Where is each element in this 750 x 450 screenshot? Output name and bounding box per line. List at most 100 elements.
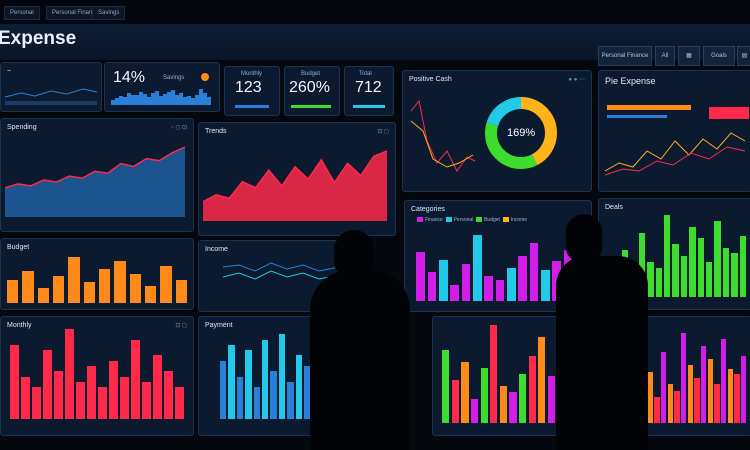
chart-bar: [207, 97, 211, 105]
chart-bar: [187, 96, 191, 105]
stacked-panel: [640, 316, 750, 436]
kpi-monthly: Monthly 123: [224, 66, 280, 116]
positive-cash-chart: [410, 99, 476, 172]
chart-bar: [159, 95, 163, 105]
chart-bar: [689, 226, 696, 297]
chart-bar: [37, 287, 50, 303]
panel-title: Budget: [7, 244, 30, 251]
chart-bar: [127, 93, 131, 105]
chart-bar: [473, 235, 482, 301]
chart-bar: [714, 220, 721, 297]
mini-line-chart: [4, 88, 98, 105]
chart-bar: [253, 387, 260, 419]
stacked-bar-chart: [647, 333, 747, 423]
budget-bar-chart: [5, 257, 189, 303]
top-bar: Personal Personal Finance Savings: [0, 0, 750, 24]
chart-bar: [10, 344, 19, 419]
chart-bar: [654, 397, 660, 423]
chart-bar: [123, 97, 127, 105]
pie-expense-panel: Pie Expense: [598, 70, 750, 192]
chart-bar: [68, 257, 80, 303]
kpi-progress: [291, 105, 331, 108]
panel-title: Pie Expense: [605, 76, 656, 86]
chart-bar: [541, 269, 550, 301]
kpi-value: 260%: [289, 79, 330, 96]
chart-bar: [529, 243, 539, 301]
chart-bar: [731, 252, 738, 297]
chart-bar: [65, 329, 74, 419]
panel-tools[interactable]: ⊡ ◻: [377, 129, 389, 135]
deals-panel: Deals: [598, 198, 750, 310]
tab-savings[interactable]: Savings: [92, 6, 126, 20]
chart-bar: [129, 273, 142, 303]
chart-bar: [191, 97, 195, 105]
person-silhouette: [310, 270, 410, 450]
legend: Finance Personal Budget Income: [417, 217, 527, 223]
chart-bar: [83, 281, 96, 303]
kpi-bar-chart: [111, 89, 211, 105]
chart-bar: [518, 255, 527, 301]
panel-title: ~: [7, 68, 12, 75]
chart-bar: [142, 381, 151, 419]
panel-tools[interactable]: ● ● ⋯: [568, 77, 585, 83]
chart-bar: [484, 276, 493, 301]
chart-bar: [143, 94, 147, 105]
chart-bar: [236, 376, 244, 419]
legend-label: Income: [510, 217, 528, 223]
panel-title: Categories: [411, 206, 445, 213]
chart-bar: [490, 325, 498, 423]
chart-bar: [416, 251, 425, 301]
chart-bar: [480, 367, 488, 423]
header-icon-button[interactable]: ▦: [678, 46, 700, 66]
kpi-savings: 14% Savings: [104, 62, 220, 112]
chart-bar: [461, 361, 469, 423]
panel-title: Spending: [7, 124, 37, 131]
chart-bar: [155, 90, 159, 105]
chart-bar: [98, 387, 107, 419]
panel-title: Payment: [205, 322, 233, 329]
chart-bar: [499, 386, 508, 423]
kpi-label: Total: [359, 71, 372, 77]
panel-tools[interactable]: ▫ ◻ ⊡: [171, 125, 187, 131]
chart-bar: [21, 376, 30, 419]
donut-value: 169%: [507, 127, 536, 139]
kpi-budget: Budget 260%: [284, 66, 340, 116]
chart-bar: [727, 369, 733, 423]
panel-tools[interactable]: ⊡ ◻: [175, 323, 187, 329]
kpi-total: Total 712: [344, 66, 394, 116]
panel-title: Positive Cash: [409, 76, 452, 83]
kpi-label: Savings: [163, 75, 185, 81]
chart-bar: [722, 247, 730, 297]
chart-bar: [707, 358, 713, 423]
chart-bar: [681, 333, 687, 423]
chart-bar: [278, 334, 286, 419]
chart-bar: [54, 371, 63, 419]
header-icon-button[interactable]: ▤: [737, 46, 750, 66]
legend-label: Budget: [484, 217, 500, 223]
kpi-value: 123: [235, 79, 262, 96]
chart-bar: [22, 270, 34, 303]
chart-bar: [507, 268, 516, 301]
chart-bar: [697, 238, 704, 297]
chart-bar: [680, 256, 688, 297]
chart-bar: [6, 280, 19, 303]
status-badge: [709, 107, 749, 119]
chart-bar: [664, 215, 671, 297]
person-head: [566, 214, 602, 262]
header-button-goals[interactable]: Goals: [703, 46, 735, 66]
chart-bar: [76, 381, 85, 419]
chart-bar: [87, 366, 96, 419]
tab-personal[interactable]: Personal: [4, 6, 40, 20]
chart-bar: [495, 280, 505, 301]
trends-panel: Trends ⊡ ◻: [198, 122, 396, 236]
person-head: [334, 230, 374, 276]
chart-bar: [119, 95, 123, 105]
chart-bar: [147, 97, 151, 105]
chart-bar: [114, 260, 126, 303]
header-button-all[interactable]: All: [655, 46, 675, 66]
chart-bar: [638, 232, 646, 297]
chart-bar: [139, 92, 143, 105]
chart-bar: [287, 381, 294, 419]
header-button-finance[interactable]: Personal Finance: [598, 46, 652, 66]
chart-bar: [674, 390, 680, 423]
